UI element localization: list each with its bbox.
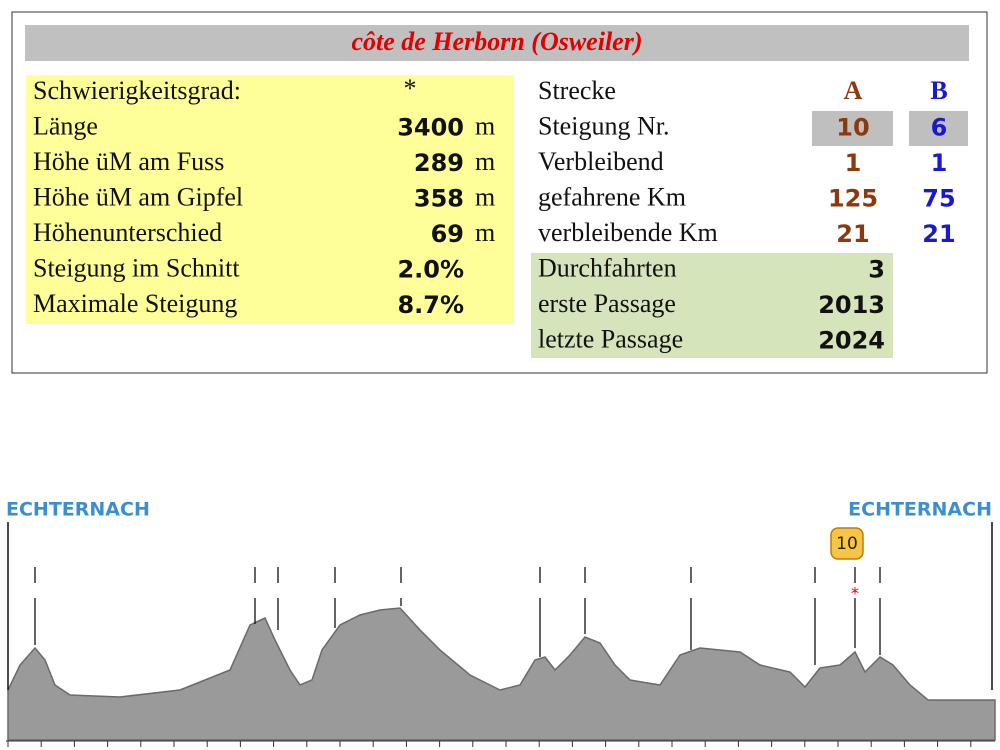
- passages-box: [531, 253, 893, 358]
- passage-label: erste Passage: [538, 289, 676, 318]
- passage-label: Durchfahrten: [538, 253, 677, 282]
- detail-label: Höhe üM am Fuss: [33, 147, 224, 176]
- route-label: gefahrene Km: [538, 182, 686, 211]
- detail-value: 3400: [397, 114, 464, 142]
- route-value-b: 1: [931, 149, 948, 177]
- detail-label: Länge: [33, 111, 98, 140]
- route-header-a: A: [844, 76, 863, 105]
- detail-value: 2.0%: [397, 256, 464, 284]
- cell-a: [812, 111, 893, 146]
- route-header-b: B: [930, 76, 947, 105]
- end-town: ECHTERNACH: [848, 499, 992, 521]
- route-value-b: 21: [922, 220, 955, 248]
- detail-label: Steigung im Schnitt: [33, 253, 240, 282]
- detail-value: *: [404, 74, 417, 103]
- detail-unit: m: [475, 182, 495, 211]
- passage-label: letzte Passage: [538, 324, 683, 353]
- route-value-b: 6: [931, 114, 948, 142]
- climb-badge-label: 10: [836, 534, 858, 554]
- profile-area: [7, 607, 996, 741]
- route-value-a: 125: [828, 185, 878, 213]
- elevation-profile: ECHTERNACH ECHTERNACH 10 *: [6, 499, 996, 747]
- cell-b: [909, 111, 968, 146]
- title-bar: [25, 25, 969, 61]
- route-value-b: 75: [922, 185, 955, 213]
- title: côte de Herborn (Osweiler): [351, 27, 642, 56]
- detail-label: Schwierigkeitsgrad:: [33, 76, 241, 105]
- detail-value: 8.7%: [397, 291, 464, 319]
- detail-value: 289: [414, 149, 464, 177]
- detail-value: 358: [414, 185, 464, 213]
- passage-value: 2024: [818, 327, 885, 355]
- passage-value: 3: [868, 256, 885, 284]
- detail-unit: m: [475, 111, 495, 140]
- route-label: Verbleibend: [538, 147, 664, 176]
- route-header-label: Strecke: [538, 76, 616, 105]
- climb-badge: [830, 527, 864, 560]
- route-value-a: 10: [836, 114, 869, 142]
- detail-unit: m: [475, 218, 495, 247]
- route-label: Steigung Nr.: [538, 111, 669, 140]
- detail-value: 69: [431, 220, 464, 248]
- route-value-a: 1: [845, 149, 862, 177]
- detail-label: Höhenunterschied: [33, 218, 222, 247]
- route-value-a: 21: [836, 220, 869, 248]
- detail-unit: m: [475, 147, 495, 176]
- climb-marker: *: [851, 584, 859, 603]
- detail-label: Maximale Steigung: [33, 289, 237, 318]
- detail-label: Höhe üM am Gipfel: [33, 182, 243, 211]
- start-town: ECHTERNACH: [6, 499, 150, 521]
- passage-value: 2013: [818, 291, 885, 319]
- route-label: verbleibende Km: [538, 218, 718, 247]
- details-box: [26, 75, 514, 324]
